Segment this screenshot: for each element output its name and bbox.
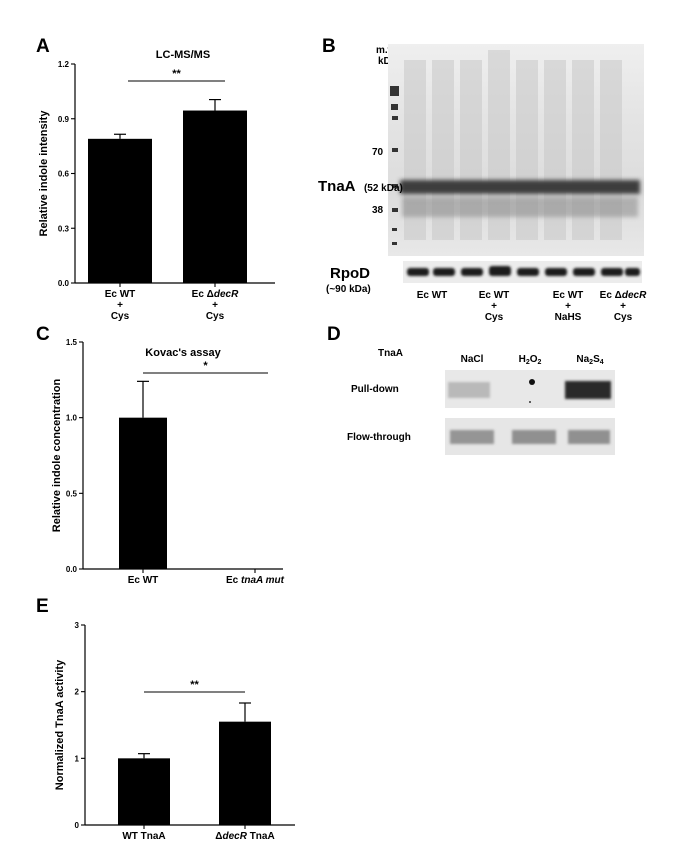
mw-header-1: m.w. <box>376 45 398 56</box>
chart-c-ylabel: Relative indole concentration <box>51 379 63 533</box>
lane-label-4-line3: Cys <box>614 312 633 323</box>
lane-label-4-line2: + <box>620 301 626 312</box>
rpod-kda: (~90 kDa) <box>326 284 371 295</box>
rpod-label: RpoD <box>330 265 370 282</box>
lane-label-3-line2: + <box>565 301 571 312</box>
chart-a-category-1-line-0: Ec ΔdecR <box>192 289 239 300</box>
flow-through-bands <box>450 430 610 444</box>
chart-e-ytick-label-1: 1 <box>75 754 80 763</box>
chart-a-category-0-line-0: Ec WT <box>105 289 136 300</box>
panel-letter-a: A <box>36 36 50 57</box>
panel-letter-b: B <box>322 36 336 57</box>
chart-e-category-1-0-italic: decR <box>222 831 247 842</box>
lane-label-2-line2: + <box>491 301 497 312</box>
d-header-tnaa: TnaA <box>378 348 403 359</box>
chart-a-ytick-label-1: 0.3 <box>58 224 70 233</box>
rpod-bands <box>407 266 640 276</box>
chart-c-category-1-line-0: Ec tnaA mut <box>226 575 285 586</box>
chart-a-category-0-line-2: Cys <box>111 311 130 322</box>
chart-a-lcms: LC-MS/MS 0.0 0.3 0.6 0.9 1.2 Relative indole i… <box>38 49 275 322</box>
tnaa-band <box>400 180 640 194</box>
d-row-pull-down: Pull-down <box>351 384 399 395</box>
chart-c-kovacs: Kovac's assay 0.0 0.5 1.0 1.5 Relative indole… <box>51 338 285 586</box>
chart-a-category-1-0-part: Ec Δ <box>192 289 214 300</box>
d-col-nacl: NaCl <box>461 354 484 365</box>
chart-a-bar-0 <box>88 138 152 283</box>
chart-a-significance-label: ** <box>172 68 181 80</box>
chart-a-ytick-label-2: 0.6 <box>58 170 70 179</box>
d-row-flow-through: Flow-through <box>347 432 411 443</box>
lane-label-3-line1: Ec WT <box>553 290 584 301</box>
chart-c-significance-label: * <box>203 360 208 372</box>
panel-letter-d: D <box>327 324 341 345</box>
chart-a-ylabel: Relative indole intensity <box>38 110 50 237</box>
chart-c-category-0-line-0: Ec WT <box>128 575 159 586</box>
panel-b-western-blot: m.w. kDa 70 38 <box>318 44 647 323</box>
chart-a-title: LC-MS/MS <box>156 49 210 61</box>
chart-a-category-0-line-1: + <box>117 300 123 311</box>
mw-marker-70: 70 <box>372 147 384 158</box>
chart-c-ytick-label-1: 0.5 <box>66 489 78 498</box>
lane-label-1: Ec WT <box>417 290 448 301</box>
lane-label-2-line1: Ec WT <box>479 290 510 301</box>
lane-label-2-line3: Cys <box>485 312 504 323</box>
chart-a-category-1-line-2: Cys <box>206 311 225 322</box>
chart-a-category-1-0-italic: decR <box>214 289 239 300</box>
chart-e-category-1-0-part: Δ <box>215 831 222 842</box>
chart-c-ytick-label-3: 1.5 <box>66 338 78 347</box>
chart-e-category-1-0-rest: TnaA <box>247 831 275 842</box>
chart-a-category-1-line-1: + <box>212 300 218 311</box>
chart-e-bar-1 <box>219 721 271 825</box>
chart-c-ytick-label-2: 1.0 <box>66 414 78 423</box>
chart-e-ylabel: Normalized TnaA activity <box>54 659 66 790</box>
chart-e-ytick-label-3: 3 <box>75 621 80 630</box>
chart-c-bar-0 <box>119 417 167 569</box>
lane-label-4-line1: Ec ΔdecR <box>600 290 647 301</box>
mw-marker-38: 38 <box>372 205 384 216</box>
mw-header-2: kDa <box>378 56 397 67</box>
chart-a-ytick-label-0: 0.0 <box>58 279 70 288</box>
chart-e-category-1-line-0: ΔdecR TnaA <box>215 831 274 842</box>
chart-c-title: Kovac's assay <box>145 347 221 359</box>
chart-a-ytick-label-3: 0.9 <box>58 115 70 124</box>
chart-c-ytick-label-0: 0.0 <box>66 565 78 574</box>
chart-a-ytick-label-4: 1.2 <box>58 60 70 69</box>
d-col-h2o2: H2O2 <box>519 354 542 366</box>
chart-c-category-1-0-italic: tnaA mut <box>241 575 285 586</box>
chart-c-category-1-0-part: Ec <box>226 575 241 586</box>
chart-e-ytick-label-0: 0 <box>75 821 80 830</box>
mw-ladder <box>390 86 399 245</box>
pull-down-bands <box>448 379 611 403</box>
chart-e-bar-0 <box>118 758 170 825</box>
chart-e-significance-label: ** <box>190 679 199 691</box>
chart-e-ytick-label-2: 2 <box>75 688 80 697</box>
d-col-na2s4: Na2S4 <box>576 354 603 366</box>
lane-label-3-line3: NaHS <box>555 312 582 323</box>
tnaa-band-label: TnaA (52 kDa) <box>318 178 403 195</box>
chart-e-tnaa-activity: 0 1 2 3 Normalized TnaA activity WT TnaA ΔdecR… <box>54 621 295 842</box>
panel-d-pulldown-blot: TnaA NaCl H2O2 Na2S4 Pull-down Flow-thro… <box>347 348 615 455</box>
chart-a-bar-1 <box>183 110 247 283</box>
chart-e-category-0-line-0: WT TnaA <box>122 831 165 842</box>
panel-letter-e: E <box>36 596 49 617</box>
panel-letter-c: C <box>36 324 50 345</box>
